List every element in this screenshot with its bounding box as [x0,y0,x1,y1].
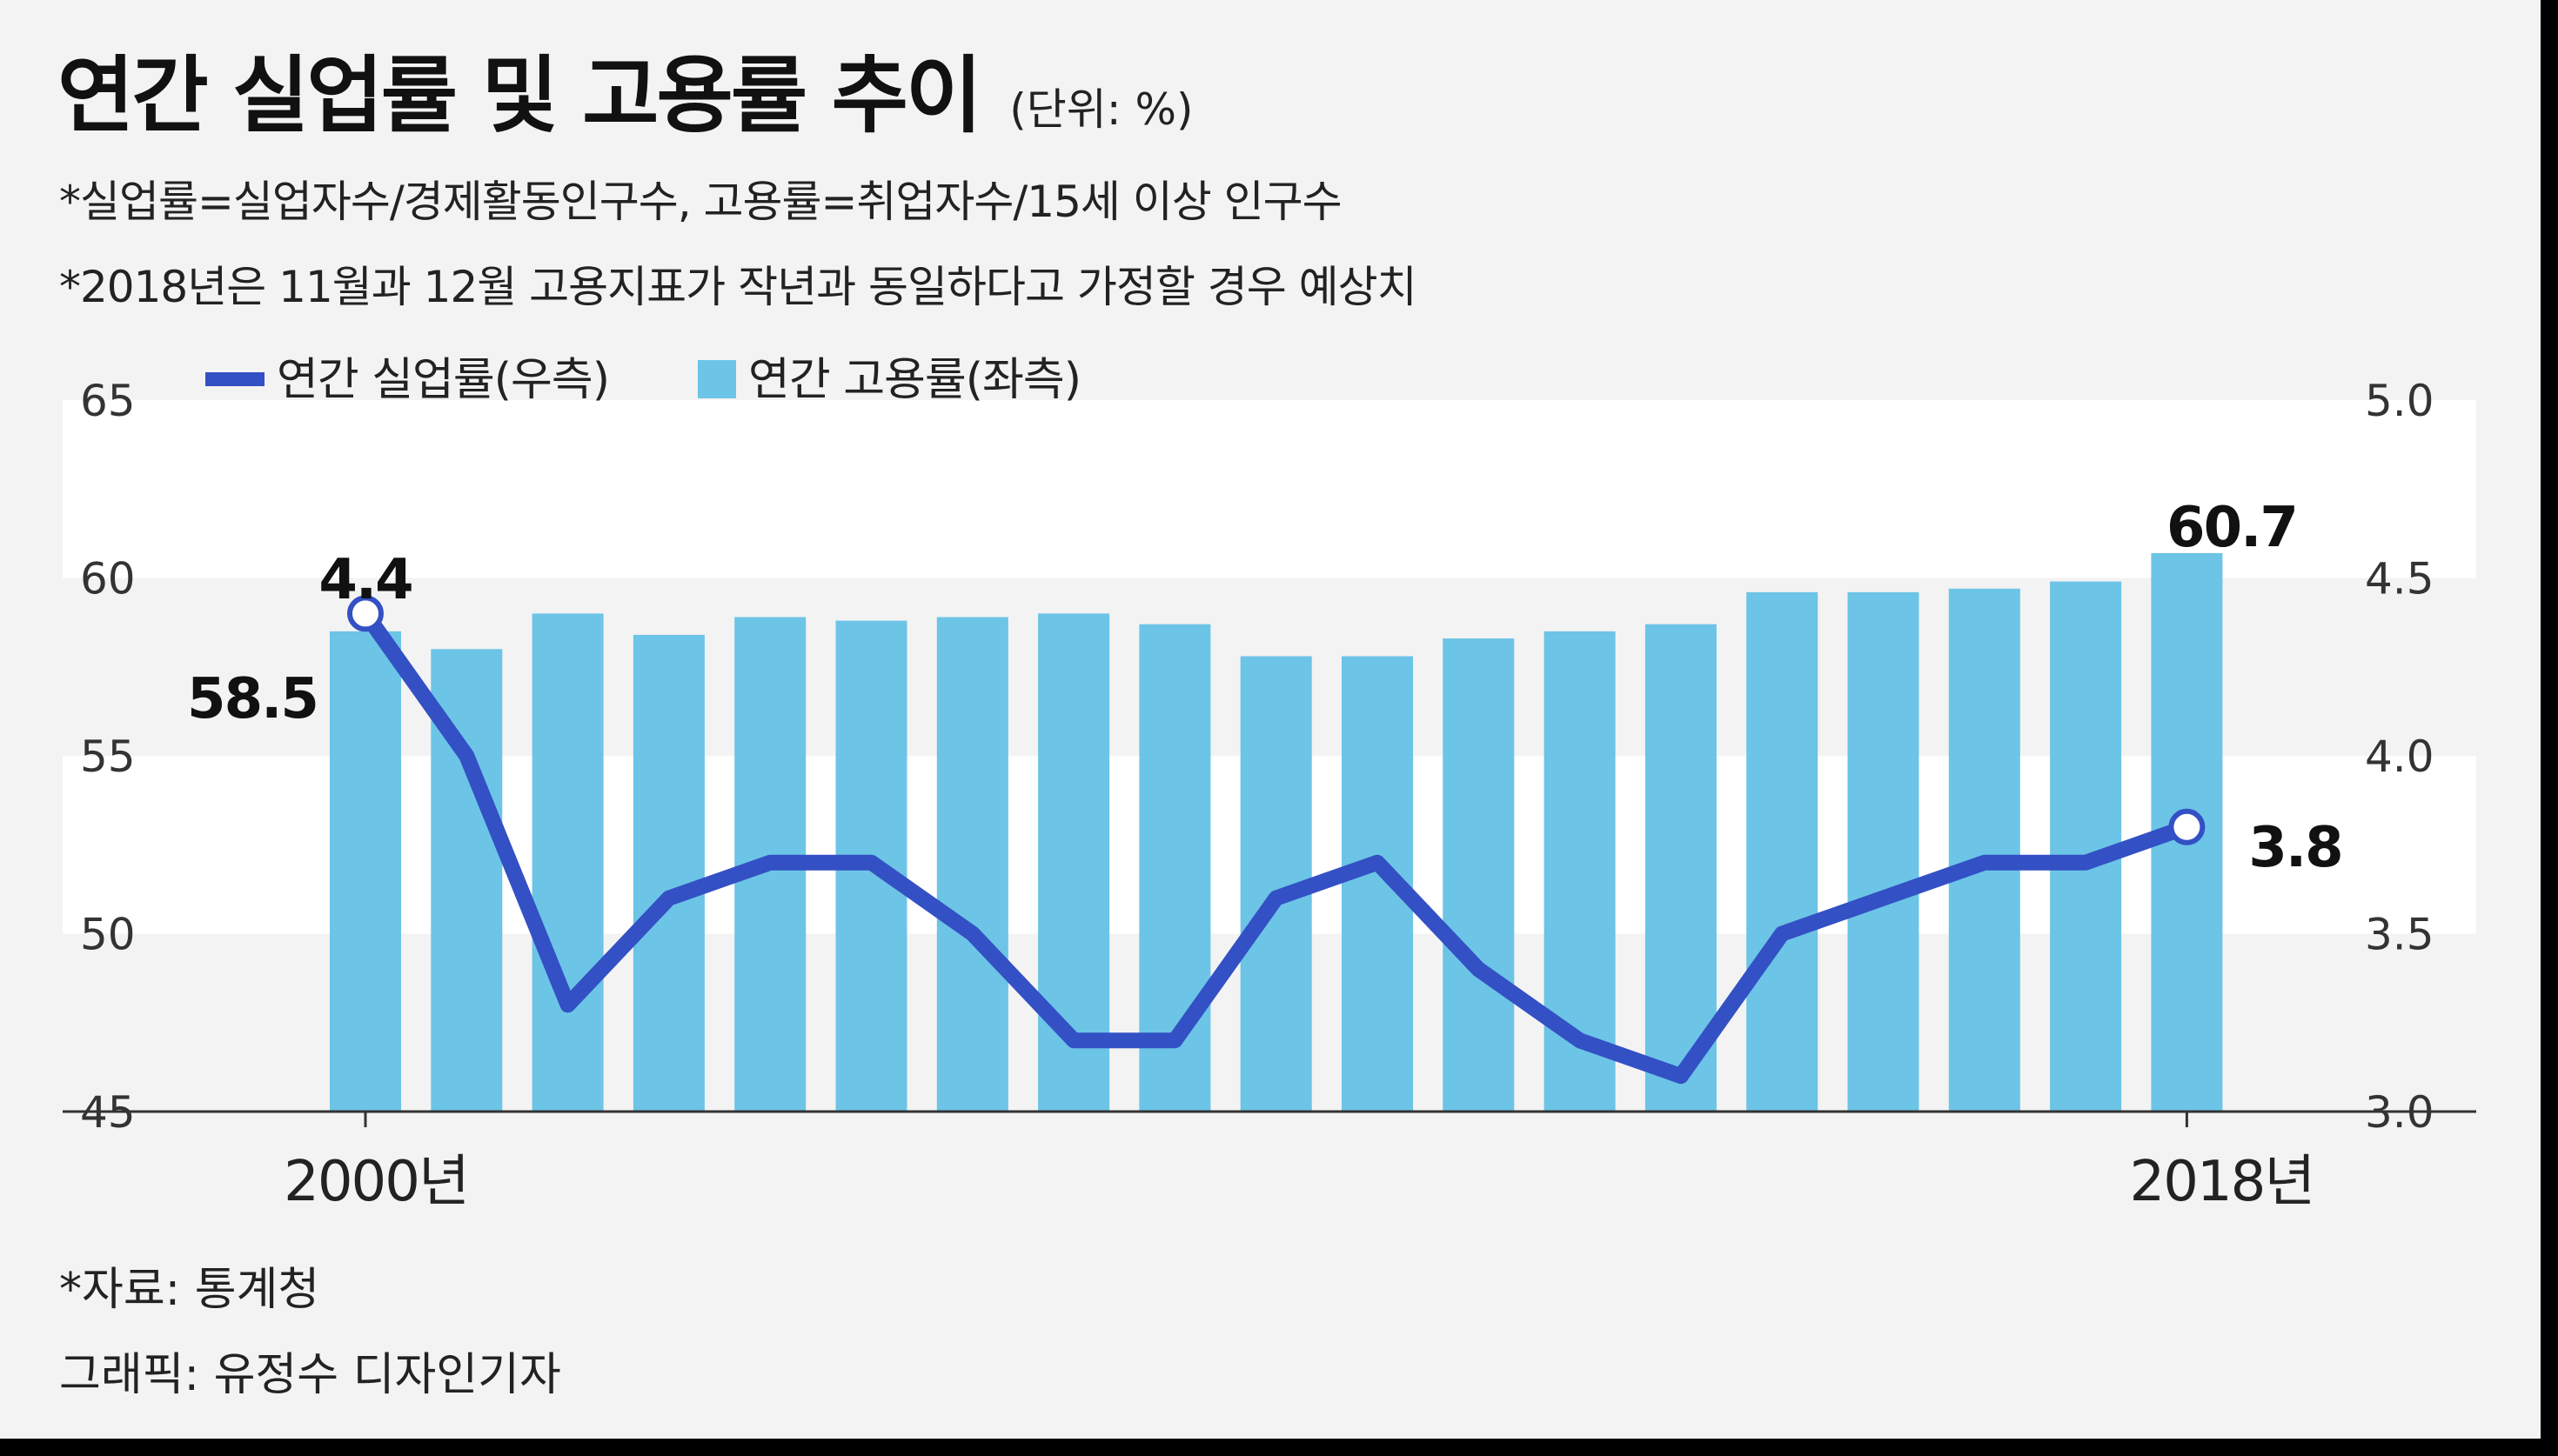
definition-note: *실업률=실업자수/경제활동인구수, 고용률=취업자수/15세 이상 인구수 [59,177,1343,227]
left-axis-tick-label: 55 [80,731,136,782]
employment-bar-2015 [1847,591,1919,1112]
left-axis-tick-label: 65 [80,376,136,426]
right-axis-tick-label: 3.5 [2365,910,2434,960]
right-axis-tick-label: 4.0 [2365,731,2434,782]
grid-band [63,400,2476,578]
source-note: *자료: 통계청 [59,1264,320,1316]
right-axis-tick-label: 5.0 [2365,376,2434,426]
legend-bar-swatch [698,360,736,398]
right-axis-tick-label: 3.0 [2365,1087,2434,1138]
employment-label-end: 60.7 [2166,496,2297,560]
credit-note: 그래픽: 유정수 디자인기자 [59,1349,561,1401]
left-axis-tick-label: 45 [80,1087,136,1138]
x-tick-label-end: 2018년 [2130,1150,2314,1214]
employment-bar-2003 [633,634,705,1112]
title-row: 연간 실업률 및 고용률 추이 (단위: %) [57,28,1193,149]
left-axis-tick-label: 60 [80,554,136,604]
left-axis-tick-label: 50 [80,910,136,960]
employment-bar-2007 [1038,613,1110,1112]
employment-label-start: 58.5 [187,667,318,731]
unit-label: (단위: %) [1009,84,1194,135]
employment-bar-2006 [936,617,1008,1112]
employment-bar-2011 [1443,638,1515,1112]
legend-label-employment: 연간 고용률(좌측) [748,354,1081,406]
unemployment-marker-2018 [2168,808,2206,845]
x-tick-label-start: 2000년 [284,1150,468,1214]
employment-bar-2014 [1746,591,1818,1112]
unemployment-label-start: 4.4 [318,548,412,612]
legend-label-unemployment: 연간 실업률(우측) [277,354,609,406]
right-axis-tick-label: 4.5 [2365,554,2434,604]
employment-bar-2002 [532,613,604,1112]
employment-bar-2000 [330,631,401,1112]
unemployment-line [358,605,2195,1085]
chart-title: 연간 실업률 및 고용률 추이 [57,47,982,144]
estimate-note: *2018년은 11월과 12월 고용지표가 작년과 동일하다고 가정할 경우 … [59,262,1417,312]
unemployment-label-end: 3.8 [2248,816,2341,880]
employment-bar-2016 [1948,588,2020,1112]
unemployment-marker-2000 [347,595,384,632]
